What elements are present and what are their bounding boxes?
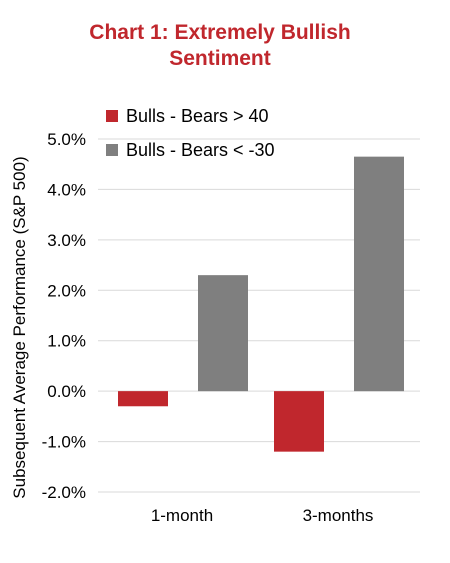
y-tick-label: 3.0% bbox=[47, 231, 86, 250]
bar-bulls-lt-neg30-3-months bbox=[354, 156, 404, 392]
bar-bulls-lt-neg30-1-month bbox=[198, 275, 248, 392]
chart-title: Chart 1: Extremely Bullish Sentiment bbox=[0, 20, 440, 72]
legend-label: Bulls - Bears < -30 bbox=[126, 140, 275, 160]
x-axis-tick-labels: 1-month 3-months bbox=[151, 506, 374, 525]
chart-title-line-1: Chart 1: Extremely Bullish bbox=[89, 21, 351, 44]
y-tick-label: -1.0% bbox=[42, 433, 86, 452]
bar-bulls-gt-40-3-months bbox=[274, 391, 324, 452]
legend-swatch bbox=[106, 110, 118, 122]
legend-label: Bulls - Bears > 40 bbox=[126, 106, 269, 126]
y-axis-label: Subsequent Average Performance (S&P 500) bbox=[10, 156, 29, 498]
legend: Bulls - Bears > 40 Bulls - Bears < -30 bbox=[106, 106, 275, 160]
bars bbox=[118, 156, 404, 452]
y-tick-label: 2.0% bbox=[47, 281, 86, 300]
y-tick-label: -2.0% bbox=[42, 483, 86, 502]
y-axis-tick-labels: 5.0% 4.0% 3.0% 2.0% 1.0% 0.0% -1.0% -2.0% bbox=[42, 130, 86, 502]
y-tick-label: 0.0% bbox=[47, 382, 86, 401]
legend-swatch bbox=[106, 144, 118, 156]
y-tick-label: 5.0% bbox=[47, 130, 86, 149]
y-tick-label: 4.0% bbox=[47, 180, 86, 199]
chart-title-line-2: Sentiment bbox=[169, 47, 271, 70]
x-tick-label: 3-months bbox=[303, 506, 374, 525]
y-tick-label: 1.0% bbox=[47, 332, 86, 351]
bar-bulls-gt-40-1-month bbox=[118, 391, 168, 407]
x-tick-label: 1-month bbox=[151, 506, 213, 525]
